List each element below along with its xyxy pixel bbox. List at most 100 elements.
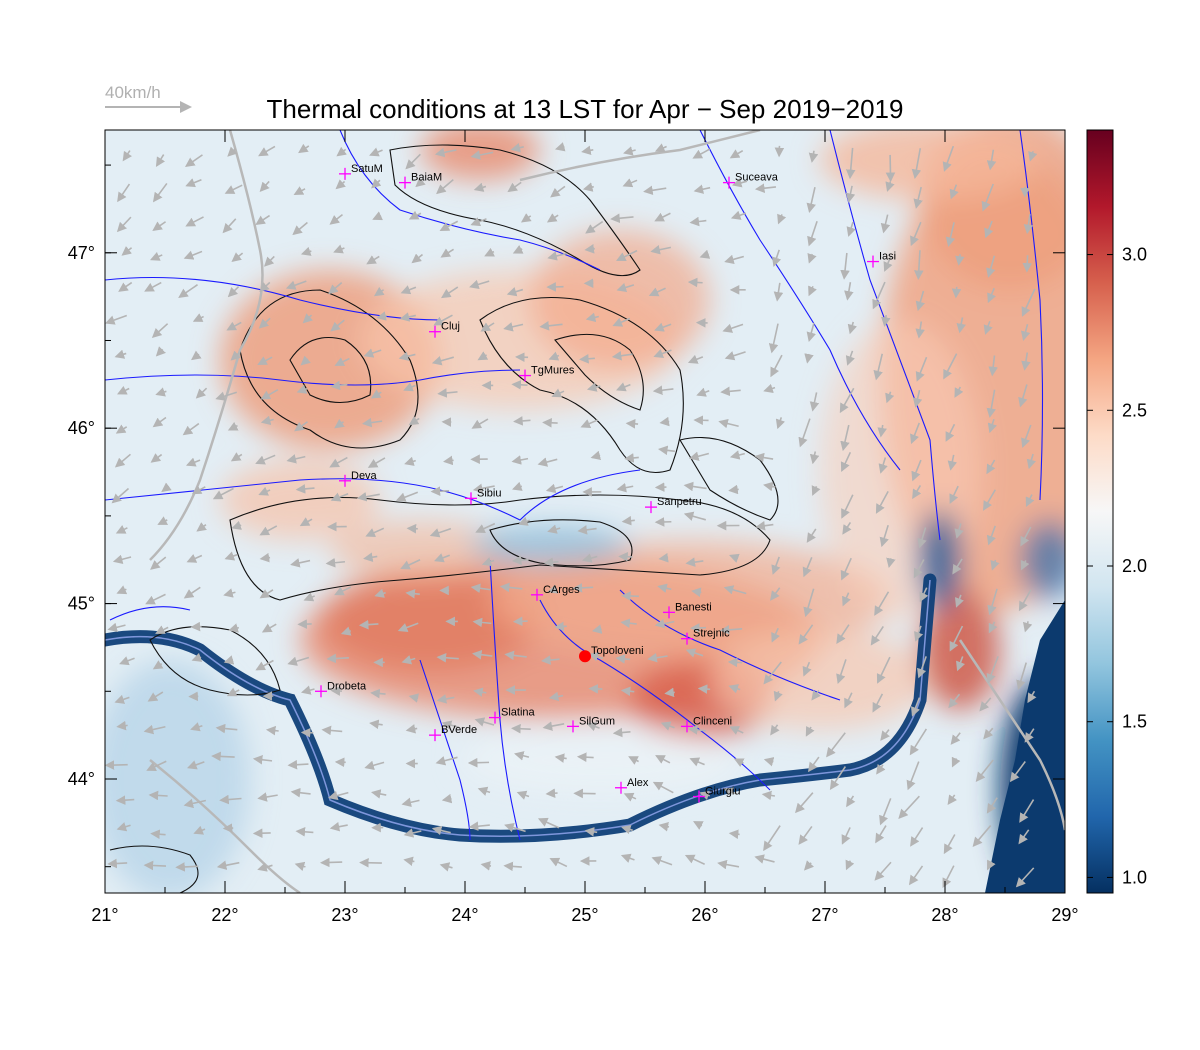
wind-arrow xyxy=(623,146,636,156)
wind-arrow xyxy=(542,418,558,428)
wind-arrow xyxy=(763,383,776,394)
wind-arrow xyxy=(1025,494,1035,508)
wind-arrow xyxy=(841,827,851,845)
wind-arrow xyxy=(880,214,891,234)
colorbar-tick-label: 2.0 xyxy=(1122,556,1147,576)
wind-arrow xyxy=(802,661,812,677)
wind-arrow xyxy=(293,186,306,196)
wind-arrow xyxy=(650,245,672,255)
y-tick-label: 47° xyxy=(68,243,95,263)
x-tick-label: 24° xyxy=(451,905,478,925)
wind-arrow xyxy=(615,249,638,262)
wind-arrow xyxy=(511,723,531,734)
wind-arrow xyxy=(329,821,348,832)
wind-arrow xyxy=(405,153,421,170)
city-tgmures: TgMures xyxy=(519,365,575,382)
wind-arrow xyxy=(621,591,639,601)
wind-arrow xyxy=(431,356,454,366)
wind-arrow xyxy=(511,380,528,390)
city-sibiu: Sibiu xyxy=(465,487,501,505)
wind-arrow xyxy=(625,419,639,429)
wind-arrow xyxy=(369,147,383,157)
wind-arrow xyxy=(184,154,203,167)
wind-arrow xyxy=(836,659,847,684)
wind-arrow xyxy=(513,416,531,426)
wind-arrow xyxy=(435,756,458,766)
wind-arrow xyxy=(755,520,774,531)
wind-arrow xyxy=(844,282,854,301)
wind-arrow xyxy=(358,619,379,630)
wind-arrow xyxy=(148,790,168,801)
wind-arrow xyxy=(948,693,961,709)
city-satum: SatuM xyxy=(339,163,383,180)
wind-arrow xyxy=(215,723,238,734)
wind-arrow xyxy=(1018,589,1032,612)
wind-arrow xyxy=(440,248,455,258)
wind-arrow xyxy=(943,834,956,855)
wind-arrow xyxy=(1009,761,1026,783)
wind-arrow xyxy=(434,147,457,158)
wind-arrow xyxy=(579,354,595,364)
wind-arrow xyxy=(215,391,238,401)
wind-arrow xyxy=(499,582,523,593)
wind-arrow xyxy=(401,655,416,665)
wind-arrow xyxy=(763,825,781,852)
wind-arrow xyxy=(408,693,420,703)
wind-arrow xyxy=(717,859,740,870)
wind-arrow xyxy=(572,583,594,593)
wind-arrow xyxy=(654,322,672,332)
wind-arrow xyxy=(911,697,921,717)
wind-arrow xyxy=(365,527,385,537)
wind-arrow xyxy=(954,386,964,398)
wind-arrow xyxy=(840,451,852,472)
wind-arrow xyxy=(689,451,710,461)
wind-arrow xyxy=(121,246,133,256)
wind-arrow xyxy=(875,490,889,514)
wind-arrow xyxy=(623,792,637,802)
wind-arrow xyxy=(191,350,202,361)
x-tick-label: 29° xyxy=(1051,905,1078,925)
wind-arrow xyxy=(512,244,524,254)
wind-arrow xyxy=(806,322,816,342)
wind-arrow xyxy=(763,481,776,492)
wind-arrow xyxy=(155,154,166,167)
wind-arrow xyxy=(914,625,924,642)
wind-arrow xyxy=(643,185,667,196)
wind-arrow xyxy=(577,525,597,535)
wind-arrow xyxy=(226,321,242,331)
wind-arrow xyxy=(754,452,774,463)
wind-arrow xyxy=(580,419,599,429)
wind-arrow xyxy=(872,693,884,713)
city-strejnic: Strejnic xyxy=(681,628,730,645)
wind-arrow xyxy=(155,625,169,634)
wind-arrow xyxy=(363,348,382,358)
wind-arrow xyxy=(615,382,631,392)
wind-arrow xyxy=(404,456,416,466)
wind-arrow xyxy=(728,829,740,840)
wind-arrow xyxy=(366,255,380,265)
wind-arrow xyxy=(190,621,202,632)
wind-arrow xyxy=(771,556,781,575)
wind-arrow xyxy=(545,788,558,798)
wind-arrow xyxy=(300,246,312,256)
wind-arrow xyxy=(554,753,567,763)
wind-arrow xyxy=(364,760,385,770)
wind-arrow xyxy=(870,626,884,646)
wind-arrow xyxy=(477,351,489,361)
city-label: BVerde xyxy=(441,724,477,736)
wind-arrow xyxy=(150,453,163,463)
city-label: TgMures xyxy=(531,365,575,377)
wind-arrow xyxy=(369,719,383,730)
wind-arrow xyxy=(840,557,852,581)
wind-arrow xyxy=(806,187,816,214)
wind-arrow xyxy=(687,277,703,288)
wind-arrow xyxy=(956,656,966,672)
wind-arrow xyxy=(437,388,458,398)
wind-arrow xyxy=(397,622,419,633)
wind-arrow xyxy=(144,281,162,292)
city-iasi: Iasi xyxy=(867,251,896,268)
wind-arrow xyxy=(621,515,635,526)
wind-arrow xyxy=(471,649,493,660)
wind-arrow xyxy=(185,457,201,467)
wind-arrow xyxy=(303,592,315,602)
